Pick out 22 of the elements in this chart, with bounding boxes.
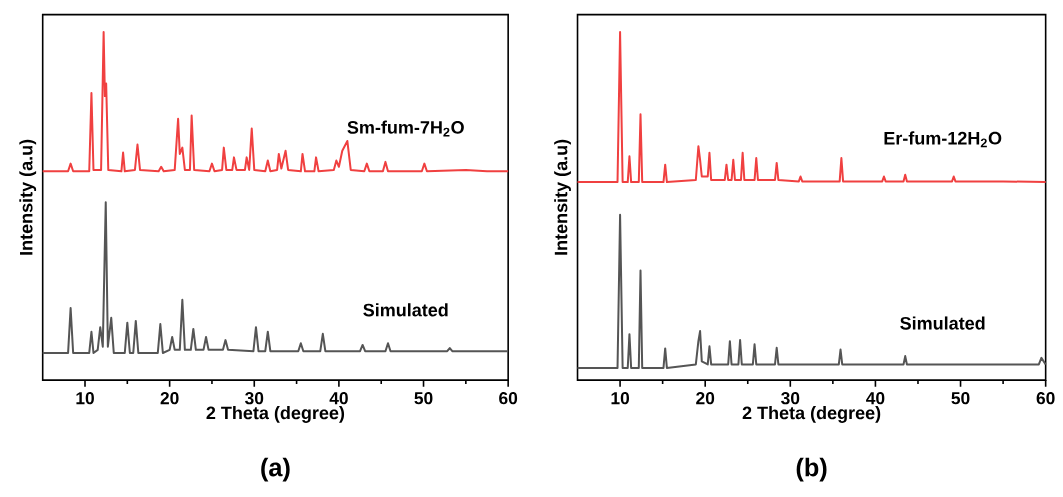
- x-tick-label: 30: [245, 391, 264, 405]
- x-tick-label: 20: [696, 391, 715, 405]
- series-label: Er-fum-12H$_{2}$O: [884, 131, 1002, 148]
- series-label: Simulated: [900, 316, 985, 330]
- y-axis-title: Intensity (a.u): [554, 139, 571, 255]
- x-tick-label: 20: [160, 391, 179, 405]
- x-tick-label: 10: [76, 391, 94, 405]
- x-tick-label: 60: [1036, 391, 1055, 405]
- x-tick-label: 50: [414, 391, 433, 405]
- x-tick-label: 60: [499, 391, 518, 405]
- text: (b): [796, 457, 827, 482]
- series-label: Sm-fum-7H$_{2}$O: [347, 120, 464, 137]
- x-axis-title: 2 Theta (degree): [206, 405, 345, 423]
- series-label: Simulated: [363, 302, 448, 317]
- x-tick-label: 30: [781, 391, 800, 405]
- x-tick-label: 10: [611, 391, 630, 405]
- y-axis-title: Intensity (a.u): [19, 139, 37, 255]
- text: (a): [261, 457, 290, 482]
- x-tick-label: 40: [329, 391, 348, 405]
- x-tick-label: 50: [951, 391, 970, 405]
- x-tick-label: 40: [866, 391, 885, 405]
- x-axis-title: 2 Theta (degree): [742, 405, 881, 423]
